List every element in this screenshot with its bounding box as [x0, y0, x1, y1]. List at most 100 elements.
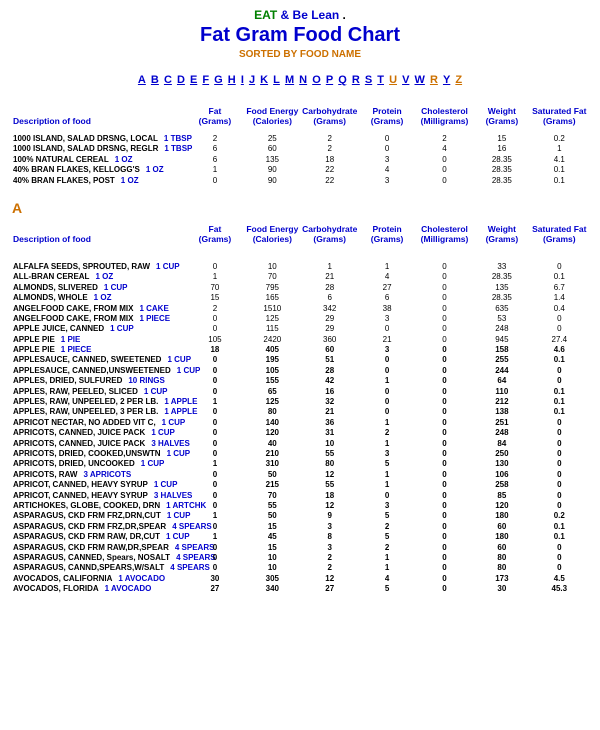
value-cell: 0: [186, 480, 243, 490]
value-cell: 0: [416, 304, 473, 314]
alpha-link-z[interactable]: Z: [455, 74, 462, 86]
food-cell: APRICOTS, CANNED, JUICE PACK3 HALVES: [12, 439, 186, 449]
table-row: APRICOTS, DRIED, UNCOOKED1 CUP1310805013…: [12, 459, 588, 469]
value-cell: 180: [473, 511, 530, 521]
alpha-link-o[interactable]: O: [312, 74, 321, 86]
value-cell: 32: [301, 397, 358, 407]
value-cell: 45: [244, 532, 301, 542]
value-cell: 155: [244, 376, 301, 386]
value-cell: 305: [244, 574, 301, 584]
alpha-link-r[interactable]: R: [352, 74, 360, 86]
food-cell: APPLESAUCE, CANNED, SWEETENED1 CUP: [12, 355, 186, 365]
value-cell: 1: [186, 165, 243, 175]
value-cell: 3: [358, 155, 415, 165]
alpha-link-j[interactable]: J: [249, 74, 255, 86]
alpha-link-l[interactable]: L: [273, 74, 280, 86]
value-cell: 27: [301, 584, 358, 594]
alpha-link-s[interactable]: S: [365, 74, 372, 86]
value-cell: 0: [531, 418, 588, 428]
alpha-link-n[interactable]: N: [299, 74, 307, 86]
alpha-link-i[interactable]: I: [241, 74, 244, 86]
food-cell: ALMONDS, SLIVERED1 CUP: [12, 283, 186, 293]
food-cell: ASPARAGUS, CANNED, Spears, NOSALT4 SPEAR…: [12, 553, 186, 563]
value-cell: 60: [301, 345, 358, 355]
value-cell: 255: [473, 355, 530, 365]
value-cell: 10: [244, 563, 301, 573]
alpha-link-c[interactable]: C: [164, 74, 172, 86]
value-cell: 2: [301, 134, 358, 144]
brand-line: EAT & Be Lean .: [12, 8, 588, 22]
alpha-link-v[interactable]: V: [402, 74, 409, 86]
value-cell: 0: [358, 324, 415, 334]
alpha-link-d[interactable]: D: [177, 74, 185, 86]
table-row: APRICOTS, CANNED, JUICE PACK3 HALVES0401…: [12, 439, 588, 449]
table-row: ALMONDS, WHOLE1 OZ1516566028.351.4: [12, 293, 588, 303]
alpha-link-w[interactable]: W: [414, 74, 424, 86]
alpha-link-u[interactable]: U: [389, 74, 397, 86]
food-cell: APRICOT, CANNED, HEAVY SYRUP1 CUP: [12, 480, 186, 490]
value-cell: 4.6: [531, 345, 588, 355]
value-cell: 28: [301, 366, 358, 376]
value-cell: 60: [244, 144, 301, 154]
value-cell: 55: [244, 501, 301, 511]
value-cell: 310: [244, 459, 301, 469]
value-cell: 80: [473, 563, 530, 573]
value-cell: 28.35: [473, 165, 530, 175]
alpha-link-q[interactable]: Q: [338, 74, 347, 86]
food-cell: APPLESAUCE, CANNED,UNSWEETENED1 CUP: [12, 366, 186, 376]
value-cell: 4.5: [531, 574, 588, 584]
value-cell: 0: [186, 491, 243, 501]
value-cell: 0: [416, 511, 473, 521]
value-cell: 0.4: [531, 304, 588, 314]
value-cell: 0: [531, 563, 588, 573]
alpha-link-f[interactable]: F: [202, 74, 209, 86]
value-cell: 0.1: [531, 176, 588, 186]
col-header: Description of food: [12, 104, 186, 134]
value-cell: 0: [416, 491, 473, 501]
value-cell: 80: [244, 407, 301, 417]
value-cell: 12: [301, 470, 358, 480]
alpha-link-r[interactable]: R: [430, 74, 438, 86]
alpha-link-b[interactable]: B: [151, 74, 159, 86]
value-cell: 85: [473, 491, 530, 501]
value-cell: 4: [358, 165, 415, 175]
value-cell: 244: [473, 366, 530, 376]
alpha-link-h[interactable]: H: [228, 74, 236, 86]
value-cell: 0: [531, 314, 588, 324]
value-cell: 9: [301, 511, 358, 521]
alpha-link-a[interactable]: A: [138, 74, 146, 86]
col-header: Cholesterol(Milligrams): [416, 222, 473, 252]
value-cell: 0: [531, 428, 588, 438]
value-cell: 180: [473, 532, 530, 542]
value-cell: 0: [416, 324, 473, 334]
value-cell: 16: [473, 144, 530, 154]
alpha-link-m[interactable]: M: [285, 74, 294, 86]
value-cell: 360: [301, 335, 358, 345]
value-cell: 2: [186, 304, 243, 314]
value-cell: 0: [531, 366, 588, 376]
value-cell: 12: [301, 501, 358, 511]
alpha-link-t[interactable]: T: [377, 74, 384, 86]
col-header: Cholesterol(Milligrams): [416, 104, 473, 134]
value-cell: 250: [473, 449, 530, 459]
alpha-link-p[interactable]: P: [326, 74, 333, 86]
alpha-link-g[interactable]: G: [214, 74, 223, 86]
value-cell: 65: [244, 387, 301, 397]
alpha-link-y[interactable]: Y: [443, 74, 450, 86]
alpha-link-e[interactable]: E: [190, 74, 197, 86]
value-cell: 120: [244, 428, 301, 438]
food-cell: 1000 ISLAND, SALAD DRSNG, LOCAL1 TBSP: [12, 134, 186, 144]
value-cell: 0: [416, 272, 473, 282]
value-cell: 0: [358, 407, 415, 417]
value-cell: 50: [244, 511, 301, 521]
value-cell: 1.4: [531, 293, 588, 303]
table-row: ALL-BRAN CEREAL1 OZ170214028.350.1: [12, 272, 588, 282]
alpha-nav: A B C D E F G H I J K L M N O P Q R S T …: [12, 74, 588, 86]
alpha-link-k[interactable]: K: [260, 74, 268, 86]
value-cell: 1: [358, 563, 415, 573]
value-cell: 0: [416, 501, 473, 511]
value-cell: 2: [301, 553, 358, 563]
table-row: APRICOTS, DRIED, COOKED,UNSWTN1 CUP02105…: [12, 449, 588, 459]
value-cell: 0: [416, 480, 473, 490]
value-cell: 0: [416, 470, 473, 480]
